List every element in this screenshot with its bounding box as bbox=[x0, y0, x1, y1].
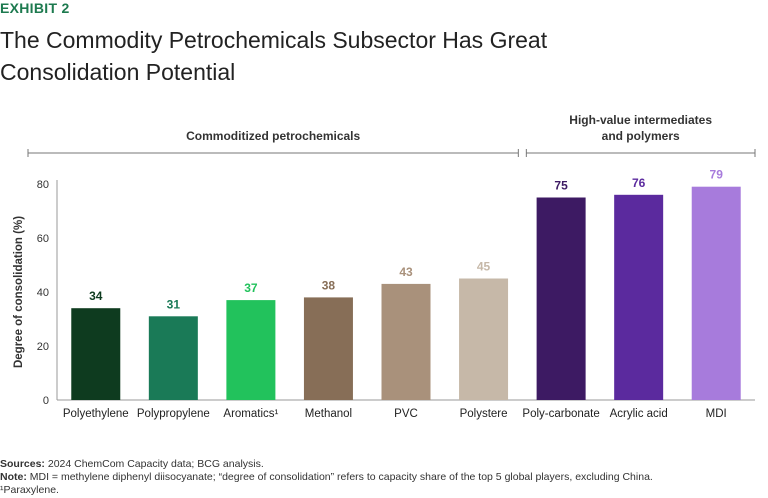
x-tick-label: Polyethylene bbox=[63, 408, 129, 420]
x-tick-label: Acrylic acid bbox=[610, 408, 668, 420]
x-tick-label: MDI bbox=[706, 408, 727, 420]
bar bbox=[148, 316, 198, 400]
x-tick-label: Aromatics¹ bbox=[223, 408, 278, 420]
data-label: 38 bbox=[322, 278, 336, 292]
x-tick-label: Methanol bbox=[305, 408, 352, 420]
note-label: Note: bbox=[0, 471, 27, 483]
y-axis-label: Degree of consolidation (%) bbox=[13, 216, 25, 368]
y-tick-label: 40 bbox=[37, 287, 49, 299]
data-label: 31 bbox=[167, 297, 181, 311]
bar bbox=[71, 308, 121, 400]
x-tick-label: PVC bbox=[394, 408, 418, 420]
bar bbox=[303, 297, 353, 400]
x-tick-label: Poly-carbonate bbox=[522, 408, 599, 420]
data-label: 75 bbox=[554, 179, 568, 193]
sources-text: 2024 ChemCom Capacity data; BCG analysis… bbox=[44, 458, 264, 470]
y-tick-label: 0 bbox=[43, 395, 49, 407]
x-tick-label: Polypropylene bbox=[137, 408, 210, 420]
bar bbox=[381, 283, 431, 400]
bar bbox=[459, 278, 509, 400]
exhibit-label: EXHIBIT 2 bbox=[0, 0, 70, 16]
data-label: 34 bbox=[89, 289, 103, 303]
data-label: 45 bbox=[477, 260, 491, 274]
data-label: 79 bbox=[710, 168, 724, 182]
note-line: Note: MDI = methylene diphenyl diisocyan… bbox=[0, 471, 768, 484]
y-tick-label: 20 bbox=[37, 341, 49, 353]
data-label: 76 bbox=[632, 176, 646, 190]
sources-label: Sources: bbox=[0, 458, 45, 470]
data-label: 43 bbox=[399, 265, 413, 279]
group-brackets: Commoditized petrochemicals High-value in… bbox=[27, 113, 756, 157]
group-label-line1: High-value intermediates bbox=[569, 113, 712, 127]
note-text: MDI = methylene diphenyl diisocyanate; “… bbox=[26, 471, 653, 483]
x-tick-label: Polystere bbox=[460, 408, 508, 420]
chart-notes: Sources: 2024 ChemCom Capacity data; BCG… bbox=[0, 458, 768, 497]
y-tick-label: 80 bbox=[37, 179, 49, 191]
group-label-line2: and polymers bbox=[602, 129, 680, 143]
bar bbox=[614, 194, 664, 400]
footnote-line: ¹Paraxylene. bbox=[0, 484, 59, 496]
data-label: 37 bbox=[244, 281, 258, 295]
bar bbox=[226, 300, 276, 400]
chart-title: The Commodity Petrochemicals Subsector H… bbox=[0, 27, 548, 85]
y-tick-label: 60 bbox=[37, 233, 49, 245]
group-label: Commoditized petrochemicals bbox=[186, 129, 360, 143]
bar bbox=[691, 186, 741, 400]
bars: 34 Polyethylene 31 Polypropylene 37 Aromatics… bbox=[63, 168, 741, 420]
bar bbox=[536, 197, 586, 400]
sources-line: Sources: 2024 ChemCom Capacity data; BCG… bbox=[0, 458, 768, 471]
